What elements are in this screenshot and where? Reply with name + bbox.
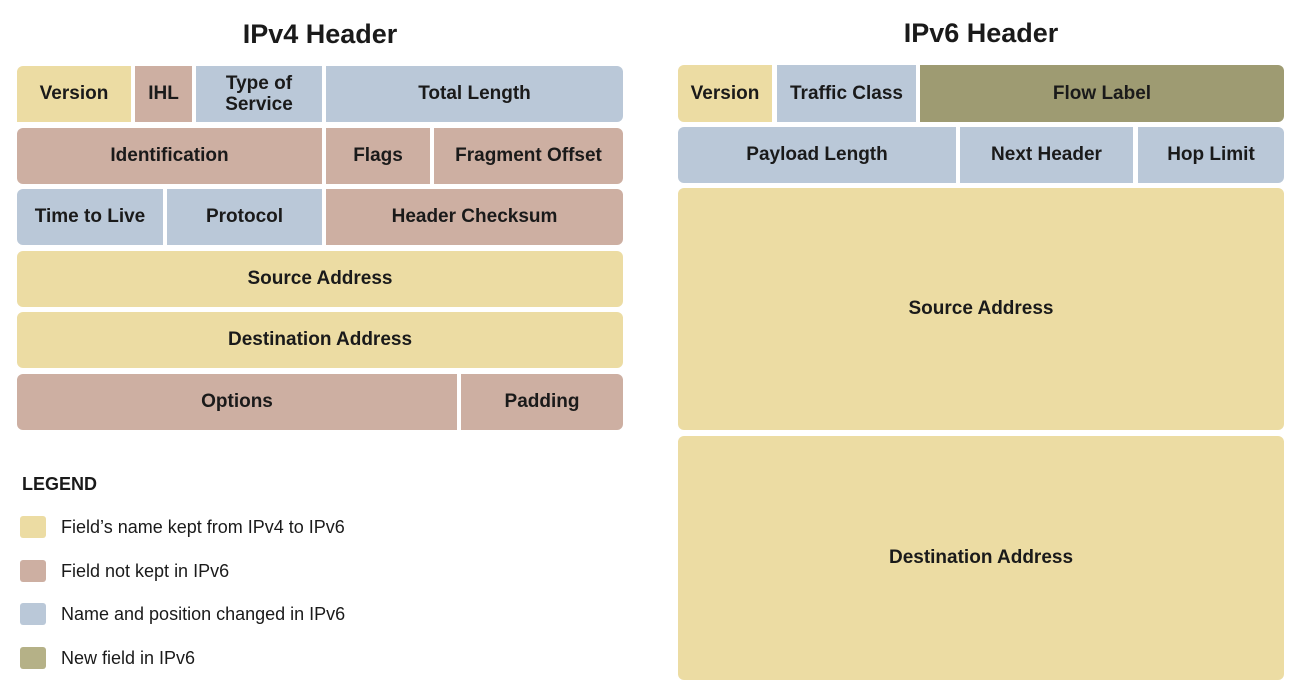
legend-label-changed: Name and position changed in IPv6 bbox=[61, 603, 346, 624]
legend-swatch-changed bbox=[20, 603, 46, 625]
ipv6-field-source-address: Source Address bbox=[678, 188, 1284, 430]
legend-label-new: New field in IPv6 bbox=[61, 647, 196, 668]
ipv6-header-title: IPv6 Header bbox=[903, 18, 1059, 48]
ipv4-field-identification: Identification bbox=[17, 128, 322, 184]
ipv4-field-destination-address: Destination Address bbox=[17, 312, 623, 368]
ipv6-field-version: Version bbox=[678, 65, 772, 122]
ipv6-field-next-header: Next Header bbox=[960, 127, 1133, 183]
ipv4-field-flags: Flags bbox=[326, 128, 430, 184]
ipv4-field-protocol: Protocol bbox=[167, 189, 322, 245]
ipv4-field-ihl: IHL bbox=[135, 66, 192, 122]
ipv6-field-payload-length: Payload Length bbox=[678, 127, 956, 183]
legend-title: LEGEND bbox=[22, 474, 98, 494]
ipv4-field-options: Options bbox=[17, 374, 457, 430]
ipv4-field-source-address: Source Address bbox=[17, 251, 623, 307]
legend-item-changed: Name and position changed in IPv6 bbox=[20, 602, 345, 626]
legend-item-new: New field in IPv6 bbox=[20, 646, 195, 670]
ipv4-field-total-length: Total Length bbox=[326, 66, 623, 122]
legend-item-not-kept: Field not kept in IPv6 bbox=[20, 559, 229, 583]
ipv4-field-fragment-offset: Fragment Offset bbox=[434, 128, 623, 184]
legend-label-kept: Field’s name kept from IPv4 to IPv6 bbox=[61, 516, 345, 537]
ipv4-field-padding: Padding bbox=[461, 374, 623, 430]
legend-label-not-kept: Field not kept in IPv6 bbox=[61, 560, 230, 581]
legend-item-kept: Field’s name kept from IPv4 to IPv6 bbox=[20, 515, 345, 539]
ipv4-field-type-of-service: Type of Service bbox=[196, 66, 322, 122]
ipv4-field-header-checksum: Header Checksum bbox=[326, 189, 623, 245]
ipv6-field-destination-address: Destination Address bbox=[678, 436, 1284, 680]
ipv6-field-traffic-class: Traffic Class bbox=[777, 65, 916, 122]
legend-swatch-new bbox=[20, 647, 46, 669]
ipv6-field-hop-limit: Hop Limit bbox=[1138, 127, 1284, 183]
legend-swatch-not-kept bbox=[20, 560, 46, 582]
ipv4-header-title: IPv4 Header bbox=[242, 19, 398, 49]
legend-swatch-kept bbox=[20, 516, 46, 538]
ipv6-field-flow-label: Flow Label bbox=[920, 65, 1284, 122]
ipv4-field-version: Version bbox=[17, 66, 131, 122]
ipv4-field-time-to-live: Time to Live bbox=[17, 189, 163, 245]
